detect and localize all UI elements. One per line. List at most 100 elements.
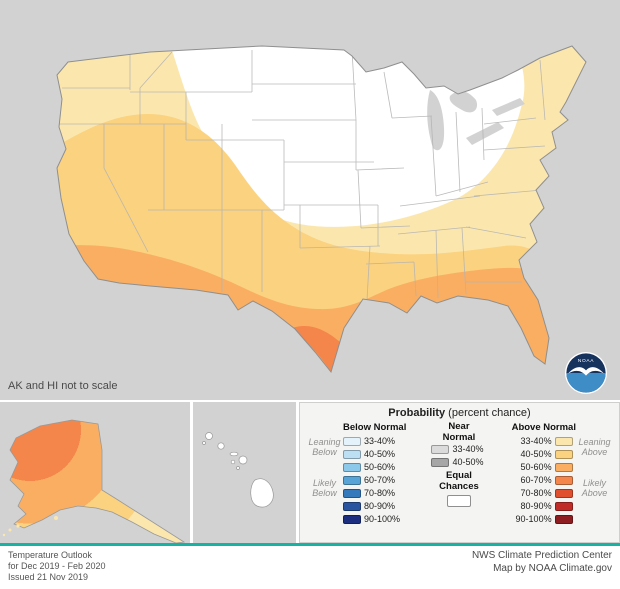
below-normal-row: 33-40% — [343, 435, 406, 447]
legend-swatch-label: 80-90% — [520, 501, 552, 511]
footer-right-credit: NWS Climate Prediction Center Map by NOA… — [472, 550, 612, 589]
footer-source: NWS Climate Prediction Center — [471, 550, 612, 561]
legend-swatch — [554, 501, 573, 511]
insets-and-legend-row: Probability (percent chance) Leaning Bel… — [0, 402, 620, 544]
likely-below-label: Likely Below — [312, 478, 337, 498]
leaning-above-label: Leaning Above — [578, 437, 611, 457]
near-normal-header: Near Normal — [442, 421, 476, 443]
legend-swatch-label: 80-90% — [364, 501, 396, 511]
legend-swatch — [343, 514, 361, 524]
below-normal-row: 40-50% — [343, 448, 406, 460]
noaa-logo-icon: NOAA — [565, 352, 607, 394]
legend-swatch — [554, 436, 573, 446]
legend-swatch-label: 90-100% — [515, 514, 552, 524]
above-normal-header: Above Normal — [511, 422, 576, 433]
above-colwrap: Above Normal 33-40% 40-50% 50-60% 60-70% 70-… — [512, 422, 576, 526]
legend-swatch-label: 70-80% — [364, 488, 396, 498]
below-colwrap: Below Normal 33-40% 40-50% 50-60% 60-70% 70-… — [343, 422, 406, 526]
logo-seagull — [568, 367, 604, 376]
above-normal-row: 33-40% — [512, 435, 576, 447]
legend-swatch-label: 60-70% — [364, 475, 396, 485]
legend-title: Probability (percent chance) — [306, 407, 613, 419]
hawaii-inset-map — [193, 402, 296, 543]
state-borders — [58, 49, 546, 301]
above-side-labels: Leaning Above Likely Above — [576, 422, 613, 526]
hawaiian-islands — [202, 432, 274, 508]
legend-swatch — [343, 449, 361, 459]
lake-michigan — [427, 90, 445, 151]
below-normal-row: 50-60% — [343, 461, 406, 473]
legend-swatch-label: 33-40% — [364, 436, 396, 446]
legend-swatch-label: 60-70% — [520, 475, 552, 485]
probability-legend: Probability (percent chance) Leaning Bel… — [299, 402, 620, 543]
legend-swatch — [554, 462, 573, 472]
us-outline — [56, 45, 587, 374]
legend-title-bold: Probability — [388, 407, 446, 419]
legend-swatch — [554, 475, 573, 485]
below-normal-row: 70-80% — [343, 487, 406, 499]
scale-note: AK and HI not to scale — [8, 380, 118, 392]
near-normal-row: 33-40% — [427, 443, 491, 455]
legend-swatch-label: 40-50% — [364, 449, 396, 459]
above-swatch-column: 33-40% 40-50% 50-60% 60-70% 70-80% 80-90% 90-1… — [512, 435, 576, 525]
logo-text: NOAA — [578, 358, 594, 364]
legend-swatch-label: 33-40% — [520, 436, 552, 446]
legend-swatch — [343, 475, 361, 485]
below-swatch-column: 33-40% 40-50% 50-60% 60-70% 70-80% 80-90% 90-1… — [343, 435, 406, 525]
above-normal-row: 60-70% — [512, 474, 576, 486]
above-normal-row: 70-80% — [512, 487, 576, 499]
below-side-labels: Leaning Below Likely Below — [306, 422, 343, 526]
legend-swatch — [343, 436, 361, 446]
above-normal-row: 80-90% — [512, 500, 576, 512]
legend-swatch — [431, 444, 450, 454]
below-normal-group: Leaning Below Likely Below Below Normal … — [306, 422, 406, 526]
equal-chances-swatch — [446, 495, 471, 507]
below-normal-row: 90-100% — [343, 513, 406, 525]
lake-erie — [466, 122, 504, 145]
legend-swatch-label: 90-100% — [364, 514, 401, 524]
below-normal-row: 60-70% — [343, 474, 406, 486]
lake-huron — [449, 91, 478, 113]
alaska-inset-map — [0, 402, 190, 544]
footer-map-credit: Map by NOAA Climate.gov — [493, 562, 612, 574]
near-normal-row: 40-50% — [427, 456, 491, 468]
alaska-svg — [2, 419, 186, 544]
footer-issued: Issued 21 Nov 2019 — [8, 572, 89, 582]
equal-chances-label: Equal Chances — [439, 470, 479, 492]
great-lakes — [427, 90, 525, 151]
lake-ontario — [492, 98, 525, 116]
legend-swatch-label: 40-50% — [452, 457, 484, 467]
leaning-below-label: Leaning Below — [308, 437, 341, 457]
legend-swatch — [554, 449, 573, 459]
likely-above-label: Likely Above — [581, 478, 608, 498]
above-normal-group: Above Normal 33-40% 40-50% 50-60% 60-70% 70-… — [512, 422, 613, 526]
legend-swatch — [554, 514, 573, 524]
below-normal-row: 80-90% — [343, 500, 406, 512]
footer-period: for Dec 2019 - Feb 2020 — [8, 561, 106, 571]
legend-swatch — [554, 488, 573, 498]
near-swatch-column: 33-40% 40-50% — [427, 443, 491, 468]
conus-map-svg — [56, 45, 587, 374]
legend-swatch-label: 50-60% — [364, 462, 396, 472]
legend-swatch-label: 40-50% — [520, 449, 552, 459]
logo-ocean — [566, 373, 606, 393]
footer-bar: Temperature Outlook for Dec 2019 - Feb 2… — [0, 543, 620, 589]
below-normal-header: Below Normal — [343, 422, 407, 433]
legend-title-rest: (percent chance) — [445, 407, 531, 419]
us-temperature-outlook-map: AK and HI not to scale NOAA — [0, 0, 620, 400]
legend-swatch-label: 50-60% — [520, 462, 552, 472]
legend-swatch-label: 70-80% — [520, 488, 552, 498]
footer-left-credit: Temperature Outlook for Dec 2019 - Feb 2… — [8, 550, 106, 589]
above-normal-row: 40-50% — [512, 448, 576, 460]
legend-swatch — [343, 462, 361, 472]
above-normal-row: 50-60% — [512, 461, 576, 473]
legend-columns: Leaning Below Likely Below Below Normal … — [306, 421, 613, 526]
hawaii-svg — [202, 432, 274, 508]
legend-swatch — [343, 501, 361, 511]
near-normal-group: Near Normal 33-40% 40-50% Equal Chances — [427, 421, 491, 526]
aleutian-islands — [2, 516, 58, 537]
alaska-landmass — [9, 419, 186, 544]
legend-swatch — [343, 488, 361, 498]
legend-swatch — [431, 457, 450, 467]
